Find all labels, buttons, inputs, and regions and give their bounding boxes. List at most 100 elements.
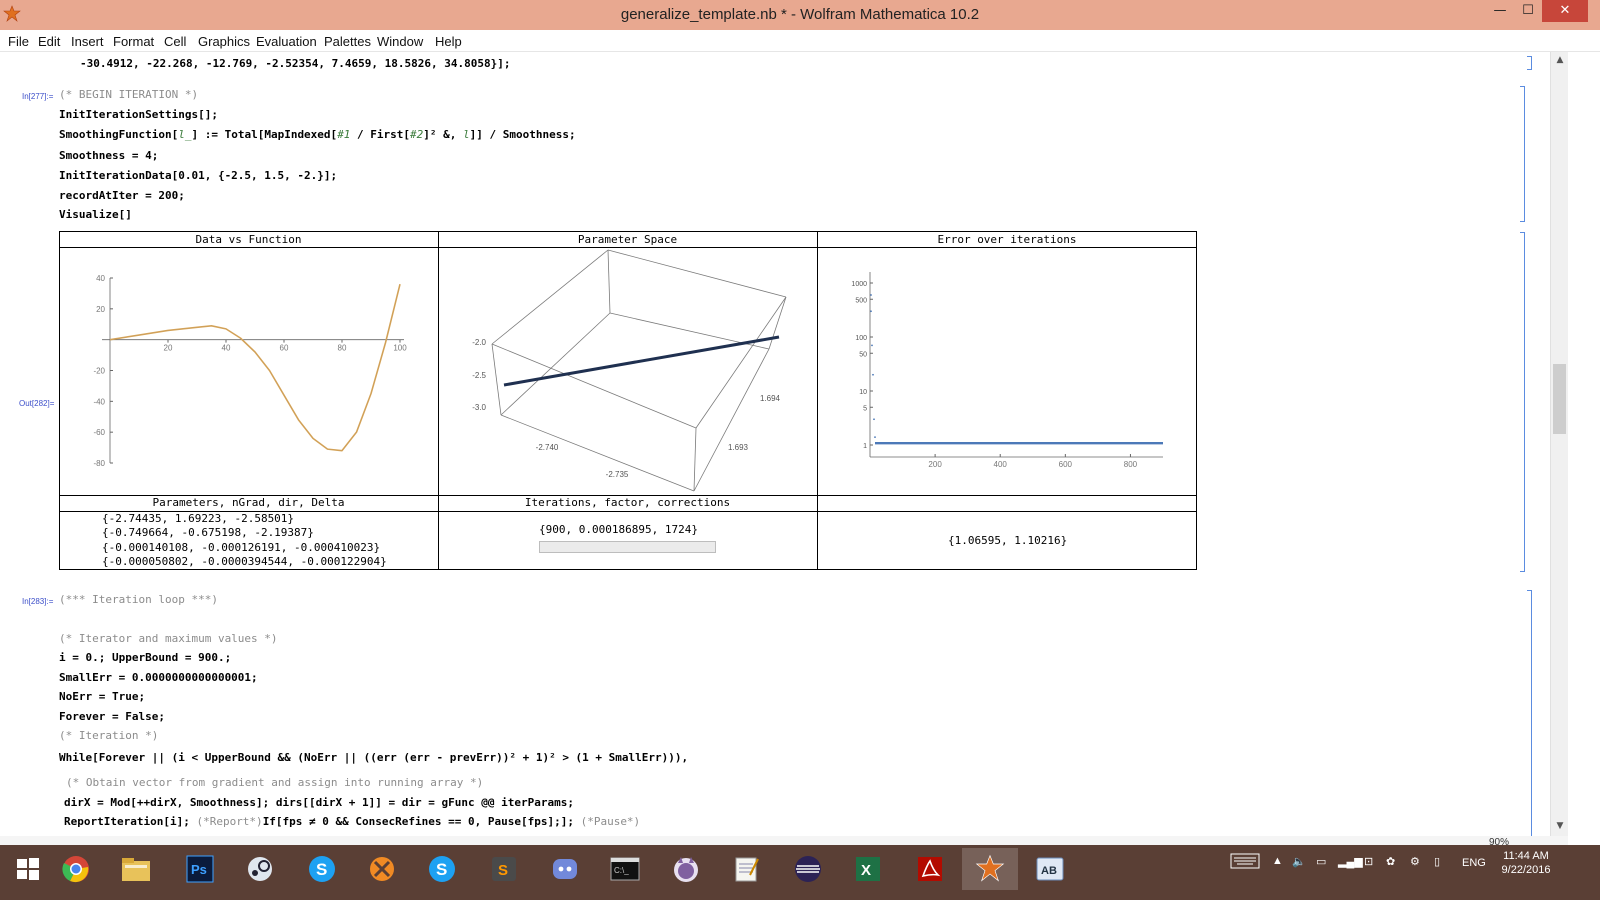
zoom-level[interactable]: 90% [1489,837,1510,848]
cat-app-icon[interactable] [658,848,714,890]
code-line[interactable]: dirX = Mod[++dirX, Smoothness]; dirs[[di… [64,796,574,809]
steam-icon[interactable] [232,848,288,890]
tray-expand-icon[interactable]: ▲ [1272,855,1283,867]
blender-icon[interactable] [354,848,410,890]
menu-file[interactable]: File [8,34,29,49]
lingoes-icon[interactable]: AB [1022,848,1078,890]
code-slot: #1 [337,128,351,141]
data-vs-function-plot[interactable]: 20 40 60 80 100 40 20 -20 -40 -60 -80 [60,248,438,495]
y-tick-label: 500 [855,297,867,304]
code-line[interactable]: InitIterationSettings[]; [59,108,218,121]
menu-palettes[interactable]: Palettes [324,34,371,49]
code-line[interactable]: Visualize[] [59,208,132,221]
tray-app-icon[interactable]: ⊡ [1364,856,1374,868]
clock[interactable]: 11:44 AM 9/22/2016 [1488,849,1564,877]
code-comment: (*Report*) [196,815,263,828]
command-prompt-icon[interactable]: C:\_ [597,848,653,890]
code-line[interactable]: recordAtIter = 200; [59,189,185,202]
x-tick-label: 60 [280,344,289,353]
code-line[interactable]: NoErr = True; [59,690,146,703]
code-comment[interactable]: (* Iterator and maximum values *) [59,632,278,645]
menu-edit[interactable]: Edit [38,34,61,49]
code-line[interactable]: Forever = False; [59,710,165,723]
mathematica-taskbar-icon[interactable] [962,848,1018,890]
notepad-icon[interactable] [718,848,774,890]
vertical-scrollbar[interactable]: ▲ ▼ [1550,52,1568,836]
monitor-icon[interactable]: ▭ [1316,856,1327,868]
excel-icon[interactable]: X [840,848,896,890]
param-line: {-0.749664, -0.675198, -2.19387} [102,526,314,539]
code-line[interactable]: InitIterationData[0.01, {-2.5, 1.5, -2.}… [59,169,338,182]
code-line-smoothing[interactable]: SmoothingFunction[l_] := Total[MapIndexe… [59,128,576,141]
code-line[interactable]: SmallErr = 0.0000000000000001; [59,671,258,684]
language-indicator[interactable]: ENG [1462,857,1486,869]
cell-bracket[interactable] [1520,232,1525,572]
code-comment[interactable]: (* Iteration *) [59,729,159,742]
volume-icon[interactable]: 🔈 [1292,856,1306,868]
cell-bracket[interactable] [1527,56,1532,70]
box-edge [491,343,697,429]
x-tick-label: -2.740 [536,443,559,452]
tray-sync-icon[interactable]: ✿ [1386,856,1396,868]
code-slot: #2 [410,128,424,141]
y-tick-label: 40 [96,274,105,283]
code-comment: (*Pause*) [580,815,641,828]
data-line [109,284,401,451]
discord-icon[interactable] [537,848,593,890]
code-line[interactable]: Smoothness = 4; [59,149,159,162]
scroll-thumb[interactable] [1553,364,1566,434]
code-token: ReportIteration[i]; [64,815,197,828]
cell-bracket[interactable] [1527,590,1532,840]
close-button[interactable]: ✕ [1542,0,1588,22]
maximize-button[interactable]: ☐ [1522,3,1534,18]
code-comment[interactable]: (* BEGIN ITERATION *) [59,88,199,101]
chrome-icon[interactable] [48,848,104,890]
box-edge [695,296,787,429]
windows-start-icon[interactable] [0,848,56,890]
network-icon[interactable]: ▂▄▆ [1338,856,1363,868]
tray-settings-icon[interactable]: ⚙ [1410,856,1420,868]
tray-device-icon[interactable]: ▯ [1434,856,1441,868]
photoshop-icon[interactable]: Ps [172,848,228,890]
menu-format[interactable]: Format [113,34,155,49]
error-plot[interactable]: 200 400 600 800 1000 500 100 50 10 5 1 [818,248,1196,495]
z-tick-label: -2.5 [472,371,486,380]
scroll-up-icon[interactable]: ▲ [1556,55,1564,65]
menu-insert[interactable]: Insert [71,34,104,49]
code-token: &, [436,128,464,141]
notebook[interactable]: -30.4912, -22.268, -12.769, -2.52354, 7.… [0,52,1550,852]
menu-help[interactable]: Help [435,34,462,49]
code-comment[interactable]: (*** Iteration loop ***) [59,593,218,606]
grid-header-data-vs-function: Data vs Function [195,233,302,246]
z-tick-label: -2.0 [472,338,486,347]
code-line-top[interactable]: -30.4912, -22.268, -12.769, -2.52354, 7.… [80,57,511,70]
code-comment[interactable]: (* Obtain vector from gradient and assig… [66,776,484,789]
code-line-while[interactable]: While[Forever || (i < UpperBound && (NoE… [59,751,689,764]
eclipse-icon[interactable] [780,848,836,890]
menu-graphics[interactable]: Graphics [198,34,251,49]
grid-divider [59,511,1197,512]
minimize-button[interactable]: — [1493,3,1507,18]
svg-text:S: S [316,860,327,879]
cell-bracket[interactable] [1520,86,1525,222]
svg-text:X: X [861,862,871,879]
error-point [872,373,874,376]
scroll-down-icon[interactable]: ▼ [1556,821,1564,831]
acrobat-icon[interactable] [902,848,958,890]
code-line[interactable]: i = 0.; UpperBound = 900.; [59,651,232,664]
file-explorer-icon[interactable] [108,848,164,890]
error-point [874,436,876,439]
mathematica-icon[interactable] [3,5,21,23]
box-edge [607,249,611,314]
svg-text:AB: AB [1041,865,1057,877]
menu-evaluation[interactable]: Evaluation [256,34,317,49]
parameter-space-plot[interactable]: -2.0 -2.5 -3.0 -2.740 -2.735 1.693 1.694 [439,248,817,495]
sublime-text-icon[interactable]: S [476,848,532,890]
menu-window[interactable]: Window [377,34,424,49]
keyboard-icon[interactable] [1230,853,1260,872]
skype-icon[interactable]: S [294,848,350,890]
box-edge [491,343,502,416]
code-line-report[interactable]: ReportIteration[i]; (*Report*)If[fps ≠ 0… [64,815,640,828]
skype-2-icon[interactable]: S [414,848,470,890]
menu-cell[interactable]: Cell [164,34,187,49]
